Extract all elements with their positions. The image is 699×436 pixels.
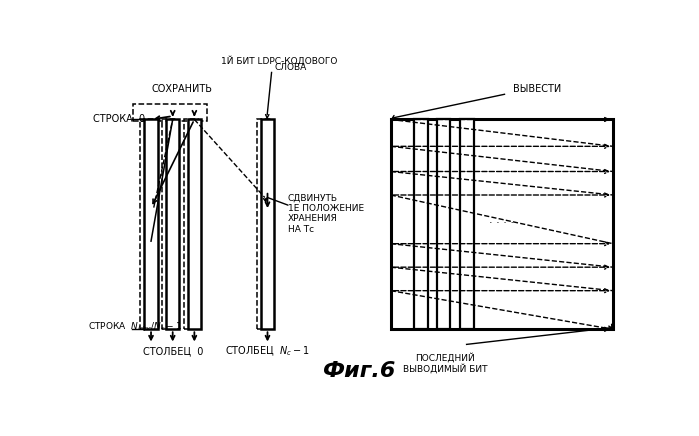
Bar [162,119,177,329]
Text: СТОЛБЕЦ  0: СТОЛБЕЦ 0 [143,346,203,356]
Bar [144,119,158,329]
Text: СТРОКА  $N_{ldpc}/N_c-1$: СТРОКА $N_{ldpc}/N_c-1$ [89,321,182,334]
Text: 1Й БИТ LDPC-КОДОВОГО: 1Й БИТ LDPC-КОДОВОГО [222,56,338,66]
Bar [261,119,274,329]
Bar [257,119,271,329]
Bar [166,119,180,329]
Text: СТРОКА  0: СТРОКА 0 [93,115,145,124]
Bar [437,119,450,329]
Bar [460,119,474,329]
Text: ПОСЛЕДНИЙ
ВЫВОДИМЫЙ БИТ: ПОСЛЕДНИЙ ВЫВОДИМЫЙ БИТ [403,353,487,374]
Text: СОХРАНИТЬ: СОХРАНИТЬ [152,84,212,94]
Text: СТОЛБЕЦ  $N_c-1$: СТОЛБЕЦ $N_c-1$ [225,344,310,358]
Bar [414,119,428,329]
Text: Фиг.6: Фиг.6 [322,361,395,382]
Bar [187,119,201,329]
Text: . . . .: . . . . [489,215,514,225]
Text: СЛОВА: СЛОВА [275,64,307,72]
Bar [134,104,207,121]
Bar [140,119,155,329]
Bar [391,119,613,329]
Text: СДВИНУТЬ
1Е ПОЛОЖЕНИЕ
ХРАНЕНИЯ
НА Тс: СДВИНУТЬ 1Е ПОЛОЖЕНИЕ ХРАНЕНИЯ НА Тс [288,193,364,234]
Text: ВЫВЕСТИ: ВЫВЕСТИ [513,84,561,94]
Bar [184,119,199,329]
